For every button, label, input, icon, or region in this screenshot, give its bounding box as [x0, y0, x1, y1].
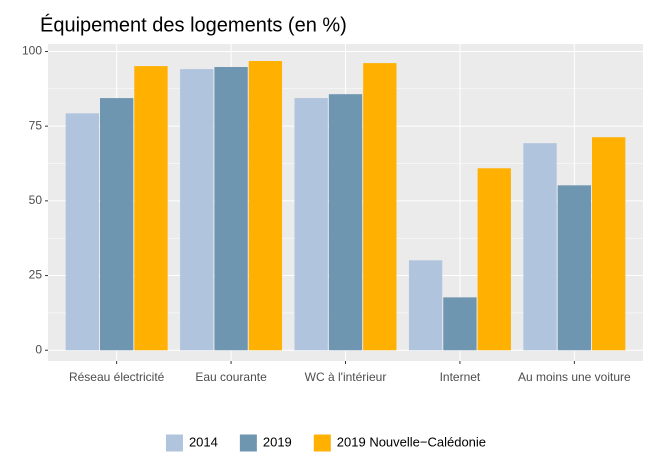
y-tick-label: 50	[29, 193, 43, 207]
x-tick-label: Eau courante	[195, 370, 267, 384]
legend-swatch	[313, 434, 331, 452]
x-tick-label: Réseau électricité	[69, 370, 165, 384]
bar	[294, 98, 328, 351]
legend-label: 2019 Nouvelle−Calédonie	[337, 434, 486, 449]
bar	[363, 63, 397, 351]
bar	[65, 113, 99, 351]
bar	[134, 66, 168, 351]
bar	[408, 260, 443, 351]
bar	[180, 69, 214, 351]
legend-swatch	[239, 434, 257, 452]
y-tick-label: 25	[29, 268, 43, 282]
y-tick-label: 0	[35, 342, 42, 356]
bar	[328, 94, 363, 351]
bar	[523, 143, 557, 351]
legend-label: 2019	[263, 434, 292, 449]
y-tick-label: 100	[22, 44, 42, 58]
y-tick-label: 75	[29, 118, 43, 132]
x-tick-label: Au moins une voiture	[518, 370, 631, 384]
bar	[99, 98, 134, 351]
legend-label: 2014	[189, 434, 218, 449]
bar	[557, 185, 592, 351]
x-tick-label: Internet	[440, 370, 481, 384]
legend-swatch	[165, 434, 183, 452]
bar	[443, 297, 477, 351]
bar	[248, 61, 283, 351]
bar	[592, 137, 626, 351]
bar	[477, 168, 511, 351]
bar	[214, 67, 248, 351]
chart-title: Équipement des logements (en %)	[40, 13, 347, 36]
x-tick-label: WC à l'intérieur	[305, 370, 387, 384]
